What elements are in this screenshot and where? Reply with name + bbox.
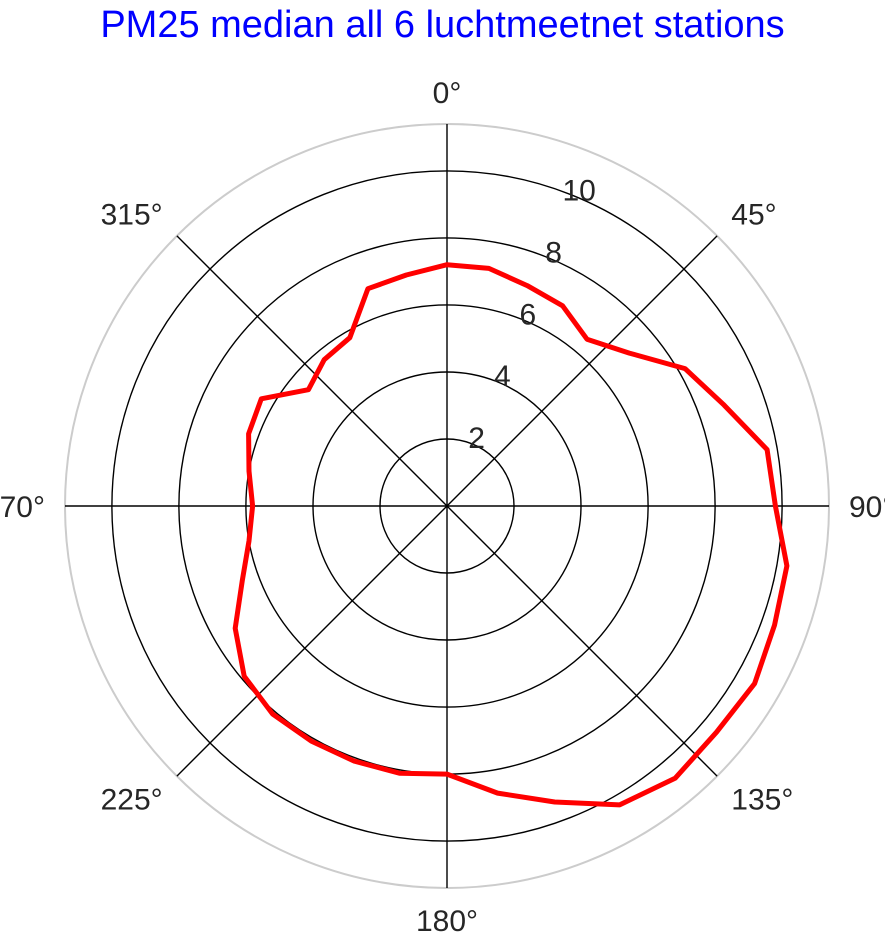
radial-tick-label: 8 (545, 236, 562, 269)
angular-gridline (176, 505, 448, 777)
angular-tick-label: 45° (731, 198, 776, 231)
radial-tick-label: 2 (468, 422, 485, 455)
angular-tick-label: 0° (433, 77, 462, 110)
angular-tick-label: 135° (731, 784, 793, 817)
angular-gridline (446, 235, 718, 507)
angular-tick-label: 270° (0, 491, 45, 524)
angular-tick-label: 90° (849, 491, 885, 524)
radial-gridline (312, 371, 582, 641)
chart-title: PM25 median all 6 luchtmeetnet stations (100, 4, 785, 46)
angular-gridline (176, 235, 448, 507)
angular-tick-label: 180° (416, 905, 478, 937)
radial-gridline (245, 304, 649, 708)
data-layer (232, 262, 790, 808)
series-line (232, 262, 790, 808)
radial-gridline (111, 170, 783, 842)
radial-tick-label: 10 (563, 174, 596, 207)
radial-tick-label: 6 (520, 298, 537, 331)
angular-tick-label: 225° (101, 784, 163, 817)
angular-gridline (446, 505, 718, 777)
radial-gridline (379, 438, 515, 574)
radial-tick-label: 4 (494, 360, 511, 393)
angular-tick-label: 315° (101, 198, 163, 231)
